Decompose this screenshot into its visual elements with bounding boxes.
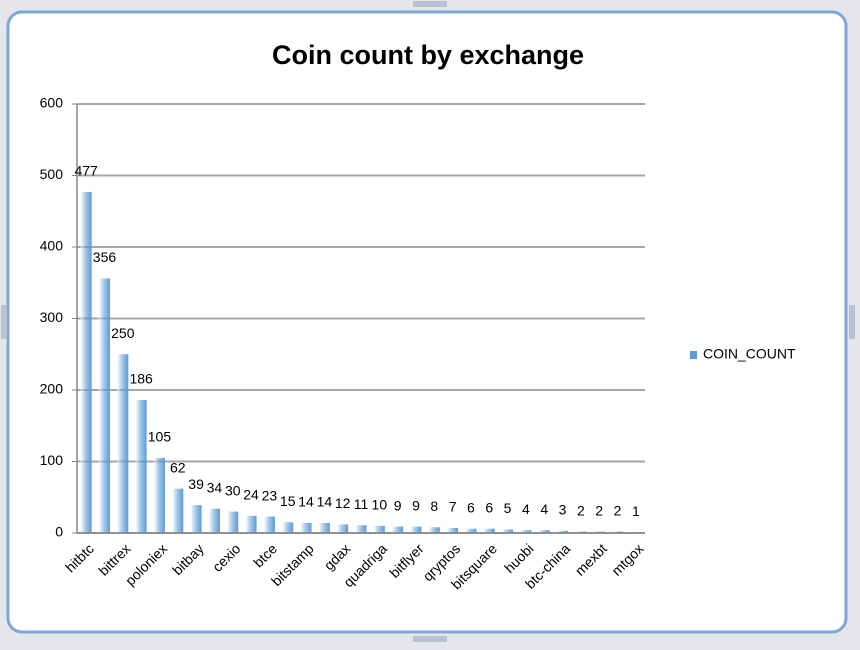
data-label: 2 — [614, 502, 622, 518]
resize-handle — [413, 636, 447, 642]
data-label: 2 — [595, 502, 603, 518]
bar — [337, 524, 349, 533]
y-tick-label: 300 — [40, 309, 64, 325]
data-label: 1 — [632, 503, 640, 519]
bar — [227, 511, 239, 533]
bar — [520, 530, 532, 533]
data-label: 356 — [93, 249, 117, 265]
bar — [190, 505, 202, 533]
bar — [465, 528, 477, 533]
data-label: 30 — [225, 482, 241, 498]
bar — [502, 529, 514, 533]
data-label: 6 — [467, 499, 475, 515]
data-label: 9 — [412, 497, 420, 513]
resize-handle — [413, 1, 447, 7]
data-label: 5 — [504, 500, 512, 516]
y-tick-label: 600 — [40, 95, 64, 111]
bar — [410, 526, 422, 533]
bar — [355, 525, 367, 533]
data-label: 105 — [148, 429, 172, 445]
y-tick-label: 0 — [55, 524, 63, 540]
bar — [428, 527, 440, 533]
data-label: 9 — [394, 497, 402, 513]
y-tick-label: 200 — [40, 381, 64, 397]
data-label: 12 — [335, 495, 351, 511]
resize-handle — [1, 305, 7, 339]
resize-handle — [849, 305, 855, 339]
data-label: 39 — [188, 476, 204, 492]
data-label: 34 — [207, 479, 223, 495]
y-tick-label: 100 — [40, 452, 64, 468]
data-label: 4 — [522, 501, 530, 517]
data-label: 186 — [129, 371, 153, 387]
data-label: 62 — [170, 459, 186, 475]
legend-label: COIN_COUNT — [703, 346, 796, 362]
bar — [300, 522, 312, 533]
bar — [153, 457, 165, 533]
bar — [80, 191, 92, 533]
y-tick-label: 400 — [40, 238, 64, 254]
bar — [263, 516, 275, 533]
bar — [538, 530, 550, 533]
data-label: 7 — [449, 499, 457, 515]
bar — [98, 278, 110, 533]
data-label: 23 — [262, 487, 278, 503]
data-label: 2 — [577, 502, 585, 518]
chart-frame — [6, 10, 848, 634]
bar — [318, 522, 330, 533]
bar — [557, 530, 569, 533]
bar — [245, 515, 257, 533]
data-label: 15 — [280, 493, 296, 509]
y-tick-label: 500 — [40, 166, 64, 182]
bar — [483, 528, 495, 533]
data-label: 11 — [354, 496, 369, 512]
bar — [172, 488, 184, 533]
data-label: 24 — [243, 487, 259, 503]
bar — [392, 526, 404, 533]
bar — [373, 525, 385, 533]
data-label: 3 — [559, 502, 567, 518]
bar — [208, 508, 220, 533]
bar — [135, 400, 147, 533]
chart-title: Coin count by exchange — [272, 40, 584, 70]
data-label: 14 — [317, 494, 333, 510]
data-label: 250 — [111, 325, 135, 341]
data-label: 8 — [430, 498, 438, 514]
bar — [282, 522, 294, 533]
data-label: 10 — [372, 497, 388, 513]
bar — [117, 354, 129, 533]
data-label: 6 — [485, 499, 493, 515]
data-label: 14 — [298, 494, 314, 510]
data-label: 477 — [74, 163, 98, 179]
data-label: 4 — [540, 501, 548, 517]
bar — [447, 527, 459, 533]
legend-swatch — [690, 351, 697, 359]
